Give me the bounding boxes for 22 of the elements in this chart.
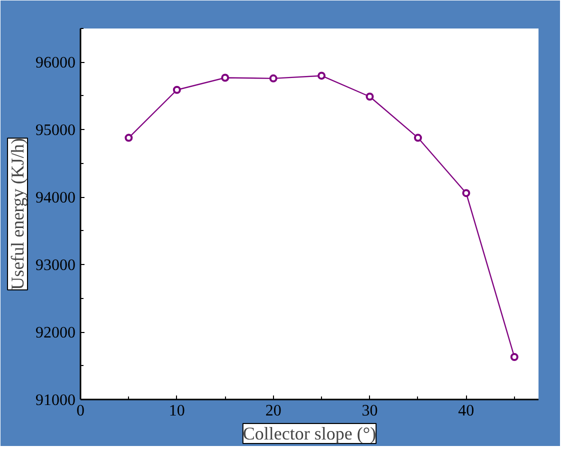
point [318,72,326,80]
y-tick-label: 95000 [36,122,76,140]
point [269,74,278,82]
point [414,134,422,142]
x-axis-title: Collector slope (°) [242,424,376,444]
x-tick-label: 20 [265,402,282,420]
y-axis-title: Useful energy (KJ/h) [8,138,28,290]
x-tick-label: 30 [362,402,378,420]
y-tick-label: 96000 [36,54,76,72]
x-tick-label: 0 [76,402,84,420]
point [510,353,518,361]
y-tick-label: 91000 [36,392,76,409]
x-tick-label: 40 [458,402,474,420]
point [366,92,374,101]
y-tick-label: 92000 [36,324,76,342]
point [124,134,133,142]
y-tick-label: 93000 [36,257,76,274]
x-tick-label: 10 [168,402,185,420]
y-tick-label: 94000 [36,190,76,207]
point [462,189,470,198]
point [221,74,230,82]
point [172,86,181,94]
